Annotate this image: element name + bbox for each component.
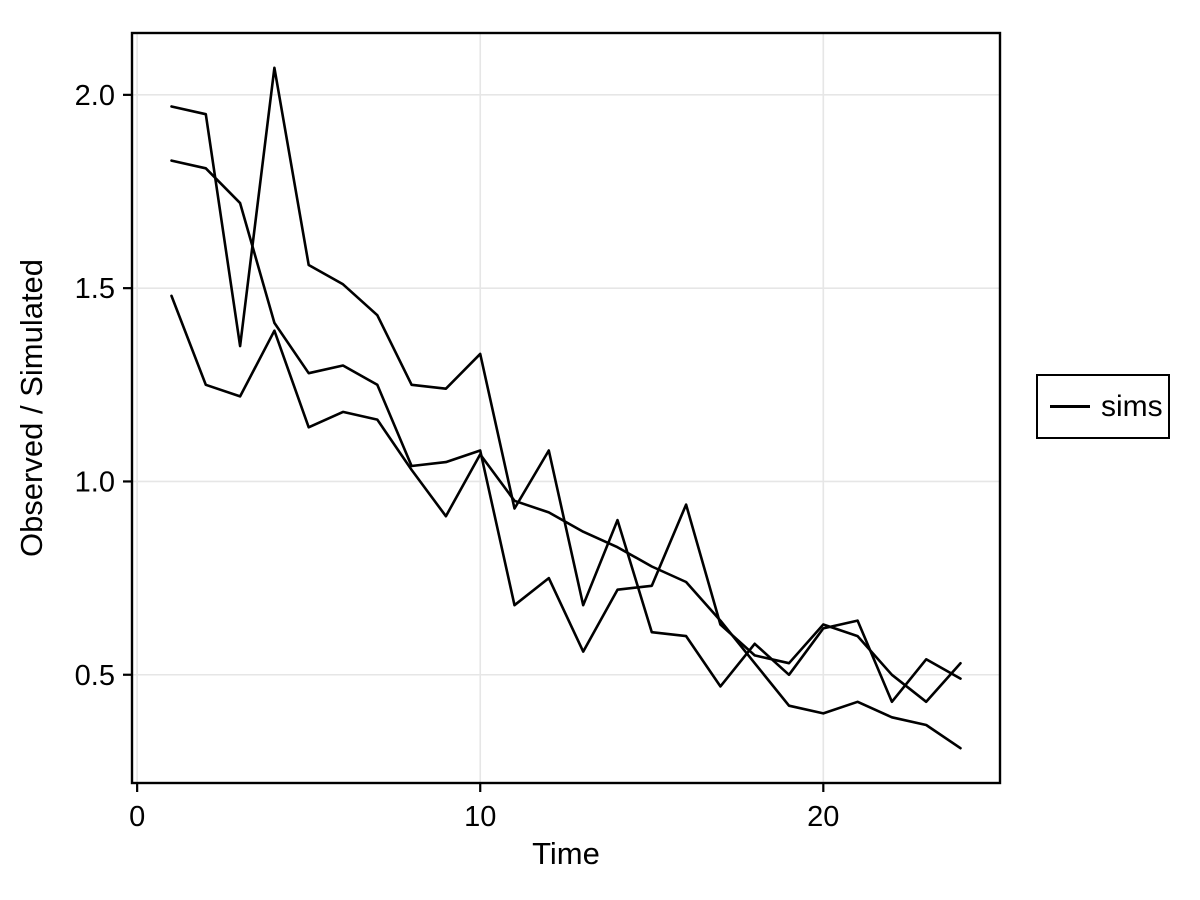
sims-line-3: [170, 294, 962, 750]
x-tick-label: 20: [807, 801, 839, 833]
x-tick-label: 10: [464, 801, 496, 833]
y-tick-label: 1.5: [75, 273, 115, 305]
panel-border: [130, 31, 1002, 785]
sims-line-1: [170, 66, 962, 704]
y-tick-label: 1.0: [75, 466, 115, 498]
legend-line-sample: [1050, 405, 1090, 408]
x-axis-title: Time: [532, 836, 600, 871]
x-tick-labels: 0 10 20: [129, 801, 839, 833]
x-tick-label: 0: [129, 801, 145, 833]
axis-ticks: [123, 93, 825, 792]
y-axis-title: Observed / Simulated: [14, 259, 49, 557]
legend-label: sims: [1101, 389, 1163, 423]
y-tick-labels: 0.5 1.0 1.5 2.0: [75, 80, 115, 692]
y-tick-label: 0.5: [75, 660, 115, 692]
sims-line-2: [170, 159, 962, 704]
gridlines: [132, 33, 1000, 783]
y-tick-label: 2.0: [75, 80, 115, 112]
series-lines: [170, 66, 962, 750]
legend-box: sims: [1036, 374, 1170, 439]
